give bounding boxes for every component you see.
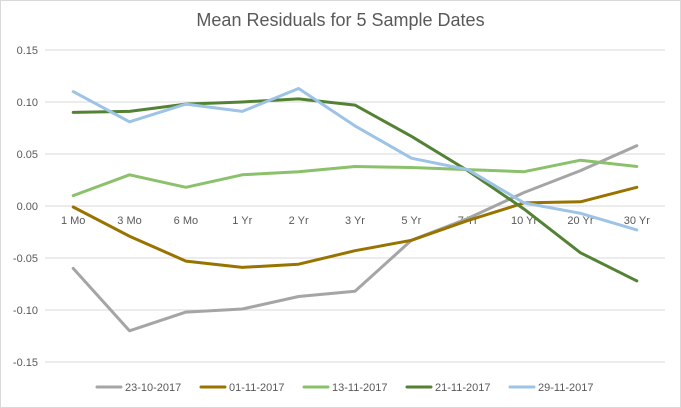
y-tick-label: -0.10 bbox=[13, 305, 38, 317]
y-tick-label: 0.05 bbox=[17, 149, 38, 161]
y-tick-label: 0.10 bbox=[17, 97, 38, 109]
legend-label: 21-11-2017 bbox=[435, 382, 490, 394]
y-tick-label: -0.15 bbox=[13, 357, 38, 369]
x-tick-label: 3 Yr bbox=[345, 215, 365, 227]
y-tick-label: 0.15 bbox=[17, 45, 38, 57]
y-tick-label: 0.00 bbox=[17, 201, 38, 213]
x-tick-label: 30 Yr bbox=[624, 215, 650, 227]
x-tick-label: 3 Mo bbox=[117, 215, 141, 227]
gridlines bbox=[45, 49, 665, 363]
series-line-3 bbox=[71, 158, 639, 198]
chart-title: Mean Residuals for 5 Sample Dates bbox=[196, 10, 485, 30]
legend-label: 13-11-2017 bbox=[332, 382, 387, 394]
series-line-2 bbox=[71, 185, 639, 269]
x-tick-label: 2 Yr bbox=[289, 215, 309, 227]
series-lines bbox=[71, 87, 639, 333]
legend-label: 29-11-2017 bbox=[538, 382, 593, 394]
x-tick-label: 1 Mo bbox=[61, 215, 85, 227]
legend: 23-10-2017 01-11-2017 13-11-2017 21-11-2017… bbox=[95, 382, 593, 394]
series-line-1 bbox=[71, 144, 639, 333]
legend-label: 01-11-2017 bbox=[229, 382, 284, 394]
series-line-4 bbox=[71, 97, 639, 283]
x-axis-labels: 1 Mo 3 Mo 6 Mo 1 Yr 2 Yr 3 Yr 5 Yr 7 Yr 10 Yr 20 … bbox=[61, 215, 650, 227]
x-tick-label: 6 Mo bbox=[174, 215, 198, 227]
legend-label: 23-10-2017 bbox=[125, 382, 181, 394]
x-tick-label: 5 Yr bbox=[401, 215, 421, 227]
x-tick-label: 10 Yr bbox=[511, 215, 537, 227]
series-line-5 bbox=[71, 87, 639, 232]
x-tick-label: 1 Yr bbox=[232, 215, 252, 227]
y-axis-labels: 0.15 0.10 0.05 0.00 -0.05 -0.10 -0.15 bbox=[13, 45, 38, 369]
y-tick-label: -0.05 bbox=[13, 253, 38, 265]
x-tick-label: 20 Yr bbox=[567, 215, 593, 227]
